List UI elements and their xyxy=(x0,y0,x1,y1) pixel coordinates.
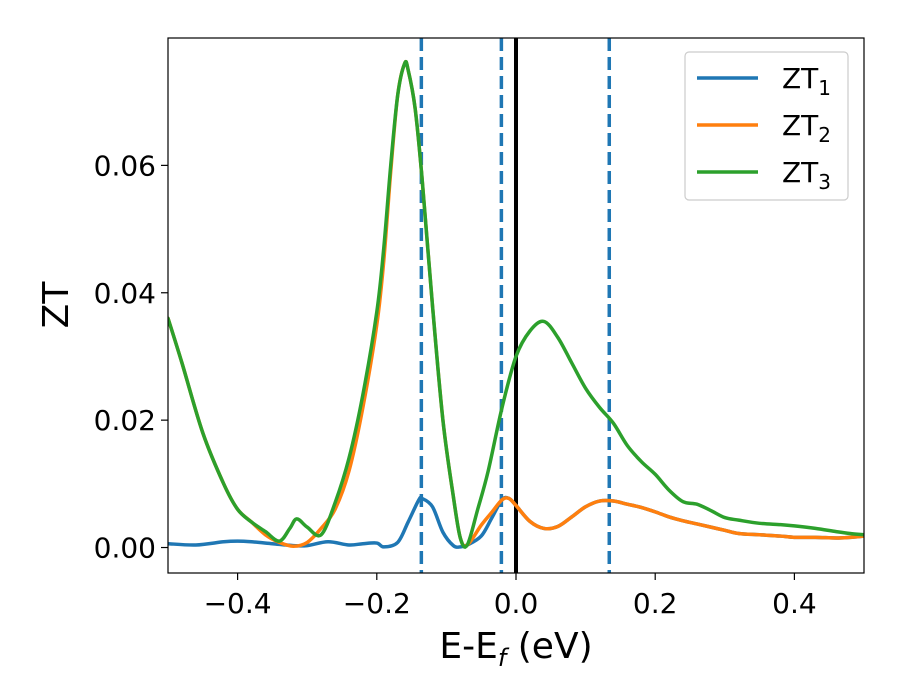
y-tick-label: 0.06 xyxy=(94,149,156,182)
y-axis-label: ZT xyxy=(36,281,77,329)
x-tick-label: 0.2 xyxy=(633,587,678,620)
x-tick-label: 0.0 xyxy=(494,587,539,620)
legend-label-zt2: ZT2 xyxy=(782,109,831,147)
reference-lines xyxy=(419,38,612,573)
x-axis: −0.4 −0.2 0.0 0.2 0.4 xyxy=(204,573,817,620)
x-axis-label-unit: (eV) xyxy=(506,626,592,667)
y-axis: 0.00 0.02 0.04 0.06 xyxy=(94,149,168,565)
series-layer xyxy=(168,59,864,549)
y-tick-label: 0.04 xyxy=(94,277,156,310)
y-tick-label: 0.02 xyxy=(94,404,156,437)
legend-box xyxy=(684,51,849,201)
legend-label-zt1: ZT1 xyxy=(782,62,831,100)
y-tick-label: 0.00 xyxy=(94,532,156,565)
x-axis-label: E-Ef (eV) xyxy=(439,626,592,672)
x-tick-label: −0.4 xyxy=(204,587,272,620)
legend-label-zt3: ZT3 xyxy=(782,156,831,194)
x-tick-label: −0.2 xyxy=(343,587,411,620)
x-tick-label: 0.4 xyxy=(772,587,817,620)
legend: ZT1 ZT2 ZT3 xyxy=(684,51,849,201)
series-line-zt3 xyxy=(168,59,864,549)
